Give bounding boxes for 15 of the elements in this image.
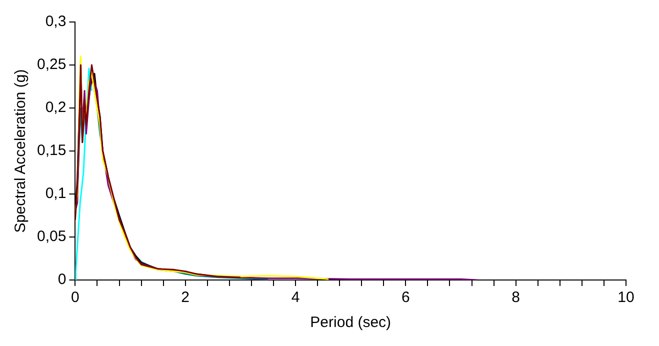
y-axis-title: Spectral Acceleration (g) (12, 69, 30, 233)
y-tick-label: 0,25 (36, 56, 66, 74)
x-tick-label: 10 (618, 289, 634, 306)
y-tick-label: 0,15 (36, 142, 66, 160)
y-tick-label: 0,3 (45, 13, 66, 30)
y-tick-label: 0,1 (45, 185, 66, 202)
y-tick-label: 0,2 (45, 99, 66, 116)
y-tick-label: 0,05 (36, 228, 66, 246)
y-tick-label: 0 (58, 271, 66, 288)
x-tick-label: 6 (402, 289, 410, 306)
x-tick-label: 0 (71, 289, 80, 306)
x-tick-label: 2 (181, 289, 190, 306)
x-tick-label: 8 (512, 289, 520, 306)
x-axis-title: Period (sec) (310, 314, 392, 332)
x-tick-label: 4 (291, 289, 300, 306)
